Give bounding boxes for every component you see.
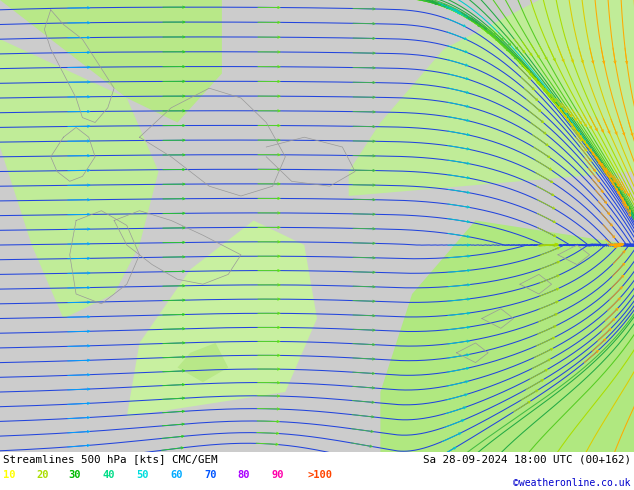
Text: 10: 10 (3, 470, 16, 480)
Text: 80: 80 (238, 470, 250, 480)
Polygon shape (349, 0, 634, 196)
Text: 20: 20 (37, 470, 49, 480)
Text: 40: 40 (103, 470, 115, 480)
Polygon shape (0, 39, 158, 318)
Polygon shape (178, 343, 228, 382)
FancyBboxPatch shape (0, 452, 634, 490)
Text: 30: 30 (68, 470, 81, 480)
Text: 50: 50 (136, 470, 149, 480)
Text: ©weatheronline.co.uk: ©weatheronline.co.uk (514, 478, 631, 488)
Text: Streamlines 500 hPa [kts] CMC/GEM: Streamlines 500 hPa [kts] CMC/GEM (3, 454, 217, 464)
Polygon shape (127, 220, 317, 416)
Polygon shape (0, 0, 222, 122)
Text: Sa 28-09-2024 18:00 UTC (00+162): Sa 28-09-2024 18:00 UTC (00+162) (423, 454, 631, 464)
Text: >100: >100 (307, 470, 332, 480)
Polygon shape (380, 220, 634, 490)
Text: 90: 90 (271, 470, 284, 480)
Text: 60: 60 (170, 470, 183, 480)
Text: 70: 70 (204, 470, 217, 480)
